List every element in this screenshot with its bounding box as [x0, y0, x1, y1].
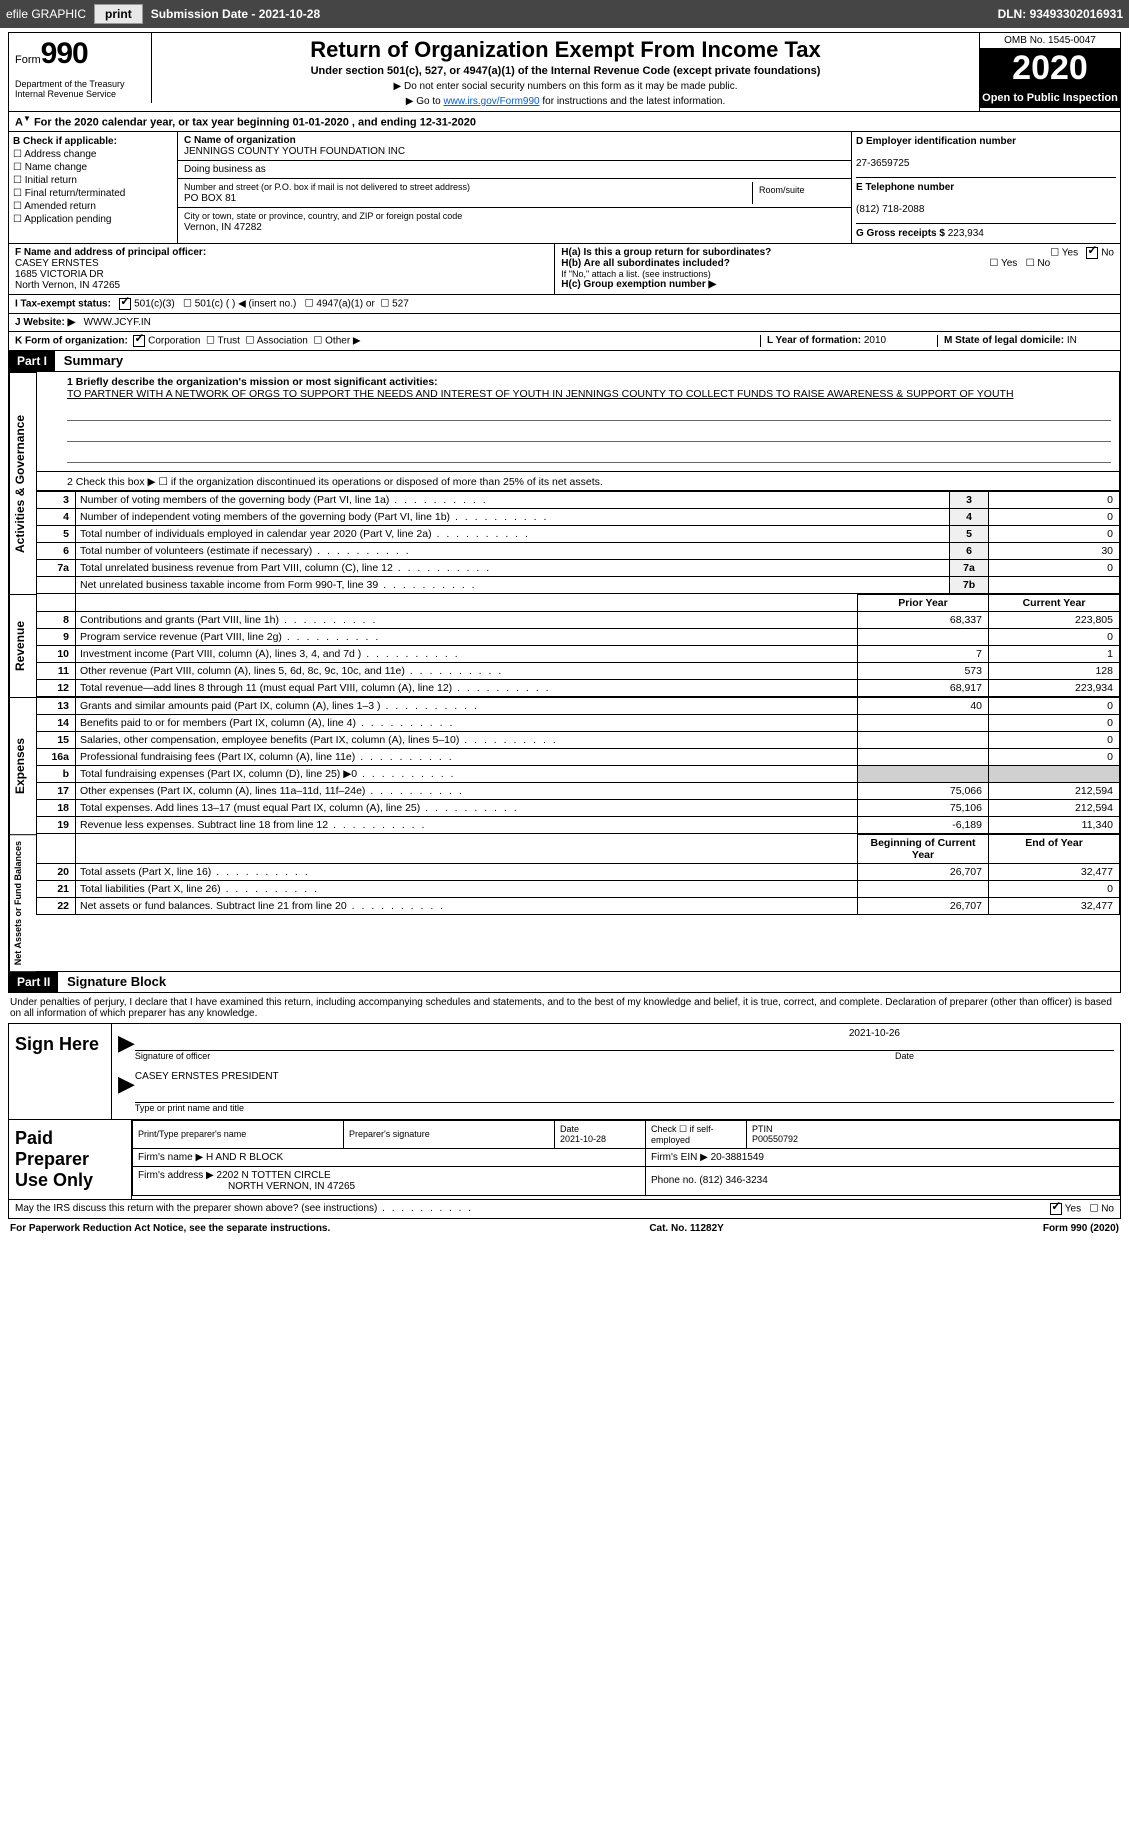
row-f-h: F Name and address of principal officer:… — [8, 244, 1121, 295]
org-name-cell: C Name of organization JENNINGS COUNTY Y… — [178, 132, 851, 161]
side-netassets: Net Assets or Fund Balances — [9, 834, 36, 971]
identity-block: B Check if applicable: ☐ Address change … — [8, 132, 1121, 244]
ein-cell: D Employer identification number 27-3659… — [856, 136, 1116, 169]
form-title: Return of Organization Exempt From Incom… — [160, 37, 971, 63]
dept-treasury: Department of the Treasury Internal Reve… — [15, 71, 145, 99]
dln: DLN: 93493302016931 — [998, 7, 1123, 21]
form-note2: ▶ Go to www.irs.gov/Form990 for instruct… — [160, 96, 971, 107]
section-revenue: Revenue Prior YearCurrent Year8Contribut… — [8, 594, 1121, 697]
tax-year: 2020 — [980, 49, 1120, 88]
side-expenses: Expenses — [9, 697, 36, 834]
row-i: I Tax-exempt status: 501(c)(3) ☐ 501(c) … — [8, 295, 1121, 314]
signature-block: Sign Here ▶ Signature of officer Date 20… — [8, 1023, 1121, 1120]
perjury-declaration: Under penalties of perjury, I declare th… — [8, 993, 1121, 1023]
page-footer: For Paperwork Reduction Act Notice, see … — [8, 1219, 1121, 1238]
omb-number: OMB No. 1545-0047 — [980, 33, 1120, 49]
section-expenses: Expenses 13Grants and similar amounts pa… — [8, 697, 1121, 834]
discuss-row: May the IRS discuss this return with the… — [8, 1200, 1121, 1219]
form-subtitle: Under section 501(c), 527, or 4947(a)(1)… — [160, 65, 971, 77]
paid-preparer-label: Paid Preparer Use Only — [9, 1120, 132, 1199]
print-button[interactable]: print — [94, 4, 143, 24]
sig-date: 2021-10-26 — [849, 1028, 900, 1039]
side-governance: Activities & Governance — [9, 372, 36, 594]
part2-header: Part II Signature Block — [8, 971, 1121, 993]
dba-cell: Doing business as — [178, 161, 851, 179]
phone-cell: E Telephone number (812) 718-2088 — [856, 177, 1116, 215]
section-netassets: Net Assets or Fund Balances Beginning of… — [8, 834, 1121, 971]
officer-name-title: CASEY ERNSTES PRESIDENT — [135, 1071, 1114, 1082]
box-f: F Name and address of principal officer:… — [9, 244, 555, 294]
form-header: Form990 Department of the Treasury Inter… — [8, 32, 1121, 112]
gross-receipts: G Gross receipts $ 223,934 — [856, 223, 1116, 239]
row-j: J Website: ▶ WWW.JCYF.IN — [8, 314, 1121, 332]
side-revenue: Revenue — [9, 594, 36, 697]
box-h: H(a) Is this a group return for subordin… — [555, 244, 1120, 294]
top-toolbar: efile GRAPHIC print Submission Date - 20… — [0, 0, 1129, 28]
part1-header: Part I Summary — [8, 351, 1121, 372]
city-cell: City or town, state or province, country… — [178, 208, 851, 236]
efile-label: efile GRAPHIC — [6, 7, 86, 21]
address-cell: Number and street (or P.O. box if mail i… — [178, 179, 851, 208]
paid-preparer-block: Paid Preparer Use Only Print/Type prepar… — [8, 1120, 1121, 1200]
section-governance: Activities & Governance 1 Briefly descri… — [8, 372, 1121, 594]
submission-date: Submission Date - 2021-10-28 — [151, 7, 320, 21]
form-word: Form — [15, 54, 41, 66]
form-number: 990 — [41, 37, 88, 70]
open-public-badge: Open to Public Inspection — [980, 88, 1120, 108]
form-note1: ▶ Do not enter social security numbers o… — [160, 81, 971, 92]
box-b: B Check if applicable: ☐ Address change … — [9, 132, 178, 243]
sign-here-label: Sign Here — [9, 1024, 112, 1119]
row-klm: K Form of organization: Corporation ☐ Tr… — [8, 332, 1121, 351]
tax-period: A▼ For the 2020 calendar year, or tax ye… — [8, 112, 1121, 132]
irs-link[interactable]: www.irs.gov/Form990 — [443, 96, 539, 107]
